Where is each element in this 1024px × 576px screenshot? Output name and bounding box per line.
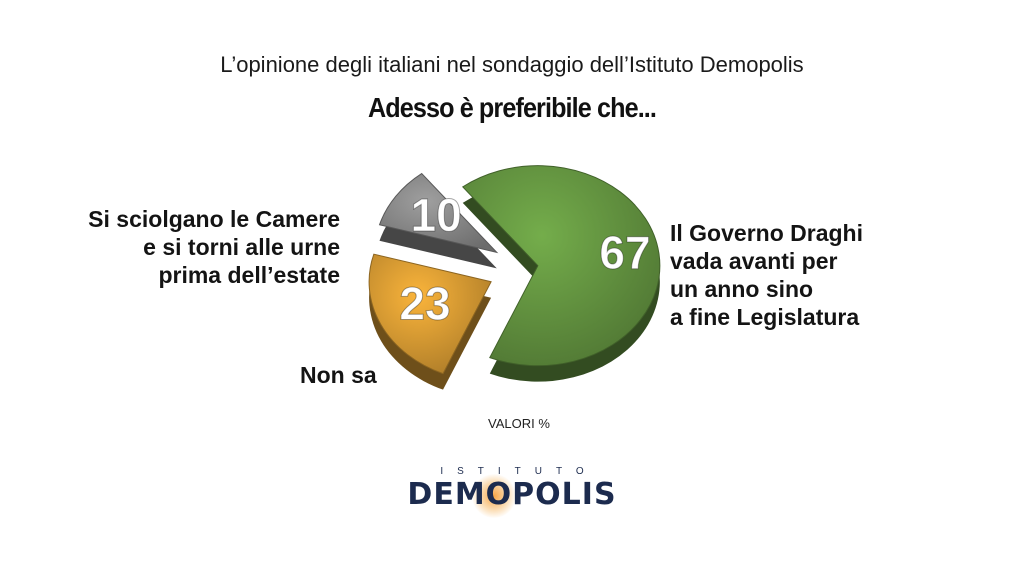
slice-label-line: a fine Legislatura [670,304,860,330]
pie-slice-group: 23 [368,253,492,390]
slice-label-line: vada avanti per [670,248,838,274]
slice-label-line: e si torni alle urne [143,234,340,260]
chart-title: Adesso è preferibile che... [367,92,657,123]
slice-label-elections: Si sciolgano le Camere e si torni alle u… [60,205,340,289]
slice-label-line: Non sa [300,362,377,388]
logo-top-text: ISTITUTO [440,466,598,477]
logo-main-text: DEMOPOLIS [407,477,617,512]
unit-note: VALORI % [488,416,550,431]
logo-glow [472,474,516,518]
slice-label-government: Il Governo Draghi vada avanti per un ann… [670,219,930,331]
chart-subtitle: L’opinione degli italiani nel sondaggio … [220,52,804,77]
pie-slice-value: 67 [599,227,650,279]
pie-slice-value: 23 [399,278,450,330]
pie-slice [461,165,661,367]
slice-label-line: Il Governo Draghi [670,220,863,246]
pie-slice-group: 10 [378,172,499,269]
slice-label-line: Si sciolgano le Camere [88,206,340,232]
pie-slice-group: 67 [461,165,661,382]
slice-label-dont-know: Non sa [300,361,420,389]
pie-slice-value: 10 [411,189,462,241]
pie-slice [378,172,499,254]
demopolis-logo: ISTITUTO DEMOPOLIS [386,466,638,518]
slice-label-line: prima dell’estate [158,262,340,288]
pie-slice [368,253,492,375]
slice-label-line: un anno sino [670,276,814,302]
